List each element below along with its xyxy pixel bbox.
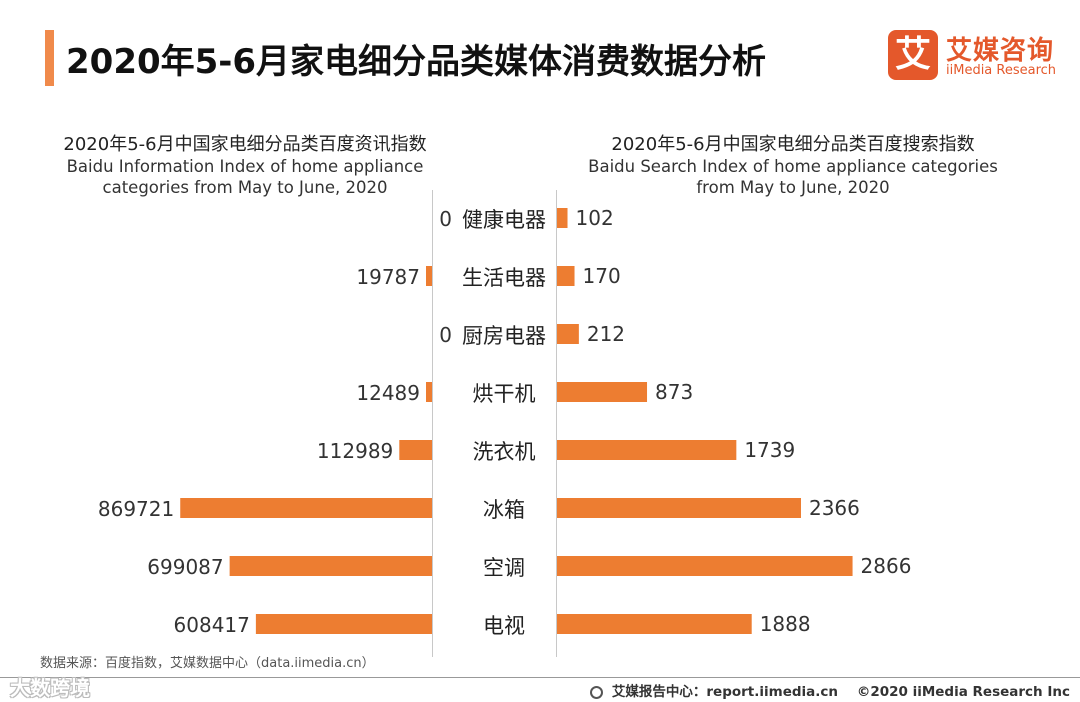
left-bar: [426, 266, 432, 286]
left-value-label: 608417: [174, 613, 250, 637]
watermark-text: 大数跨境: [10, 676, 90, 700]
brand-logo: 艾 艾媒咨询 iiMedia Research: [888, 30, 1068, 86]
right-value-label: 2366: [809, 496, 860, 520]
left-value-label: 112989: [317, 439, 393, 463]
right-value-label: 1888: [760, 612, 811, 636]
category-label: 冰箱: [483, 498, 525, 522]
right-value-label: 873: [655, 380, 693, 404]
left-bar: [426, 382, 432, 402]
right-axis-line: [556, 190, 557, 657]
right-chart-subtitle-line2: from May to June, 2020: [696, 178, 890, 197]
left-value-label: 699087: [147, 555, 223, 579]
title-accent-bar: [45, 30, 54, 86]
right-chart-subtitle-line1: Baidu Search Index of home appliance cat…: [588, 157, 998, 176]
category-label: 烘干机: [473, 382, 536, 406]
right-chart-title: 2020年5-6月中国家电细分品类百度搜索指数: [611, 134, 975, 155]
left-chart-subtitle-line2: categories from May to June, 2020: [102, 178, 388, 197]
category-label: 健康电器: [462, 208, 546, 232]
right-value-label: 1739: [744, 438, 795, 462]
left-bar: [180, 498, 432, 518]
right-value-label: 102: [576, 206, 614, 230]
left-value-label: 19787: [356, 265, 420, 289]
page-title: 2020年5-6月家电细分品类媒体消费数据分析: [66, 42, 767, 82]
logo-name-cn: 艾媒咨询: [946, 36, 1055, 66]
category-label: 生活电器: [462, 266, 546, 290]
left-bar: [229, 556, 432, 576]
category-label: 电视: [483, 614, 525, 638]
left-value-label: 869721: [98, 497, 174, 521]
left-value-label: 12489: [356, 381, 420, 405]
left-bar: [399, 440, 432, 460]
report-center-link[interactable]: 艾媒报告中心：report.iimedia.cn: [611, 684, 838, 700]
data-source-note: 数据来源：百度指数，艾媒数据中心（data.iimedia.cn）: [40, 656, 375, 671]
left-chart-title: 2020年5-6月中国家电细分品类百度资讯指数: [63, 134, 427, 155]
globe-icon: [590, 686, 604, 699]
right-value-label: 212: [587, 322, 625, 346]
logo-name-en: iiMedia Research: [946, 63, 1057, 78]
footer-divider: [0, 677, 1080, 678]
left-bar: [255, 614, 432, 634]
left-value-label: 0: [439, 323, 452, 347]
left-chart-header: 2020年5-6月中国家电细分品类百度资讯指数 Baidu Informatio…: [25, 134, 465, 198]
right-bar: [557, 208, 568, 228]
footer-credits: 艾媒报告中心：report.iimedia.cn ©2020 iiMedia R…: [590, 680, 1070, 700]
right-value-label: 170: [583, 264, 621, 288]
copyright-text: ©2020 iiMedia Research Inc: [856, 684, 1070, 700]
right-bar: [557, 266, 575, 286]
logo-mark-icon: 艾: [888, 30, 938, 80]
right-bar: [557, 498, 801, 518]
category-label: 厨房电器: [462, 324, 546, 348]
left-axis-line: [432, 190, 433, 657]
right-bar: [557, 556, 853, 576]
right-bar: [557, 614, 752, 634]
right-bar: [557, 382, 648, 402]
right-bar: [557, 324, 579, 344]
left-value-label: 0: [439, 207, 452, 231]
right-bar: [557, 440, 737, 460]
right-value-label: 2866: [861, 554, 912, 578]
category-label: 空调: [483, 556, 525, 580]
category-label: 洗衣机: [473, 440, 536, 464]
left-chart-subtitle-line1: Baidu Information Index of home applianc…: [66, 157, 424, 176]
right-chart-header: 2020年5-6月中国家电细分品类百度搜索指数 Baidu Search Ind…: [573, 134, 1013, 198]
